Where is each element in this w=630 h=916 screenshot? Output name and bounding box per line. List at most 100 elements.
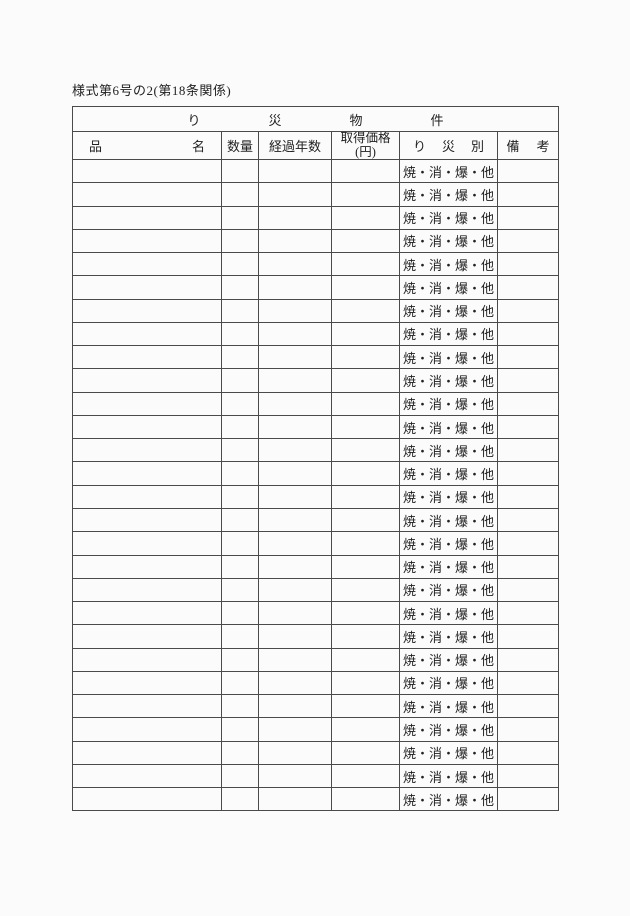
table-body: 焼・消・爆・他 焼・消・爆・他 焼・消・爆・他 焼・消・爆・他 焼・消・爆・他 — [72, 158, 559, 812]
table-row: 焼・消・爆・他 — [72, 577, 559, 603]
remarks-cell — [497, 717, 559, 742]
item-name-cell — [72, 531, 222, 556]
elapsed-years-cell — [258, 345, 332, 370]
table-title-row: り 災 物 件 — [72, 106, 559, 132]
table-row: 焼・消・爆・他 — [72, 507, 559, 533]
acquisition-price-cell — [331, 531, 400, 556]
elapsed-years-cell — [258, 554, 332, 579]
acquisition-price-cell — [331, 694, 400, 719]
table-row: 焼・消・爆・他 — [72, 228, 559, 254]
quantity-cell — [221, 205, 259, 230]
damage-type-cell: 焼・消・爆・他 — [399, 182, 498, 207]
item-name-cell — [72, 763, 222, 789]
quantity-cell — [221, 158, 259, 184]
damage-type-cell: 焼・消・爆・他 — [399, 368, 498, 393]
quantity-cell — [221, 182, 259, 207]
elapsed-years-cell — [258, 438, 332, 463]
damage-type-cell: 焼・消・爆・他 — [399, 717, 498, 742]
quantity-cell — [221, 601, 259, 626]
elapsed-years-cell — [258, 647, 332, 672]
damage-type-cell: 焼・消・爆・他 — [399, 345, 498, 370]
quantity-cell — [221, 531, 259, 556]
table-row: 焼・消・爆・他 — [72, 624, 559, 649]
damage-type-cell: 焼・消・爆・他 — [399, 391, 498, 416]
remarks-cell — [497, 531, 559, 556]
acquisition-price-cell — [331, 205, 400, 230]
damage-type-cell: 焼・消・爆・他 — [399, 624, 498, 649]
quantity-cell — [221, 740, 259, 765]
elapsed-years-cell — [258, 670, 332, 696]
elapsed-years-cell — [258, 787, 332, 812]
remarks-cell — [497, 228, 559, 254]
damage-type-cell: 焼・消・爆・他 — [399, 205, 498, 230]
item-name-cell — [72, 740, 222, 765]
damage-type-cell: 焼・消・爆・他 — [399, 275, 498, 300]
acquisition-price-cell — [331, 158, 400, 184]
table-row: 焼・消・爆・他 — [72, 647, 559, 672]
quantity-cell — [221, 391, 259, 416]
item-name-cell — [72, 670, 222, 696]
table-row: 焼・消・爆・他 — [72, 601, 559, 626]
item-name-cell — [72, 298, 222, 323]
remarks-cell — [497, 205, 559, 230]
table-row: 焼・消・爆・他 — [72, 484, 559, 509]
item-name-cell — [72, 624, 222, 649]
elapsed-years-cell — [258, 321, 332, 347]
remarks-cell — [497, 345, 559, 370]
acquisition-price-cell — [331, 182, 400, 207]
damage-type-cell: 焼・消・爆・他 — [399, 787, 498, 812]
item-name-cell — [72, 694, 222, 719]
elapsed-years-cell — [258, 182, 332, 207]
remarks-cell — [497, 740, 559, 765]
item-name-cell — [72, 414, 222, 440]
damage-type-cell: 焼・消・爆・他 — [399, 158, 498, 184]
item-name-cell — [72, 391, 222, 416]
damage-category-header: り 災 別 — [399, 131, 498, 160]
remarks-cell — [497, 601, 559, 626]
acquisition-price-cell — [331, 414, 400, 440]
elapsed-years-cell — [258, 298, 332, 323]
elapsed-years-cell — [258, 763, 332, 789]
damage-type-cell: 焼・消・爆・他 — [399, 321, 498, 347]
item-name-cell — [72, 205, 222, 230]
remarks-cell — [497, 670, 559, 696]
remarks-cell — [497, 158, 559, 184]
remarks-cell — [497, 694, 559, 719]
remarks-cell — [497, 624, 559, 649]
item-name-cell — [72, 461, 222, 486]
quantity-cell — [221, 670, 259, 696]
item-name-cell — [72, 717, 222, 742]
title-char: 災 — [268, 112, 282, 128]
elapsed-years-cell — [258, 484, 332, 509]
table-row: 焼・消・爆・他 — [72, 787, 559, 812]
column-header-row: 品 名 数量 経過年数 取得価格 (円) り 災 別 — [72, 131, 559, 160]
damage-type-cell: 焼・消・爆・他 — [399, 414, 498, 440]
quantity-cell — [221, 624, 259, 649]
damage-type-cell: 焼・消・爆・他 — [399, 694, 498, 719]
elapsed-years-cell — [258, 624, 332, 649]
elapsed-years-cell — [258, 158, 332, 184]
table-row: 焼・消・爆・他 — [72, 740, 559, 765]
table-row: 焼・消・爆・他 — [72, 368, 559, 393]
table-row: 焼・消・爆・他 — [72, 252, 559, 277]
acquisition-price-cell — [331, 740, 400, 765]
quantity-cell — [221, 484, 259, 509]
table-row: 焼・消・爆・他 — [72, 158, 559, 184]
acquisition-price-cell — [331, 368, 400, 393]
item-name-cell — [72, 182, 222, 207]
item-name-cell — [72, 577, 222, 603]
table-row: 焼・消・爆・他 — [72, 205, 559, 230]
acquisition-price-cell — [331, 577, 400, 603]
item-name-cell — [72, 275, 222, 300]
title-char: 物 — [349, 112, 363, 128]
item-name-cell — [72, 438, 222, 463]
remarks-cell — [497, 554, 559, 579]
remarks-cell — [497, 577, 559, 603]
remarks-cell — [497, 763, 559, 789]
damage-type-cell: 焼・消・爆・他 — [399, 763, 498, 789]
item-name-header-second: 名 — [191, 139, 205, 154]
elapsed-years-cell — [258, 717, 332, 742]
acquisition-price-cell — [331, 624, 400, 649]
acquisition-price-cell — [331, 647, 400, 672]
damage-type-cell: 焼・消・爆・他 — [399, 740, 498, 765]
